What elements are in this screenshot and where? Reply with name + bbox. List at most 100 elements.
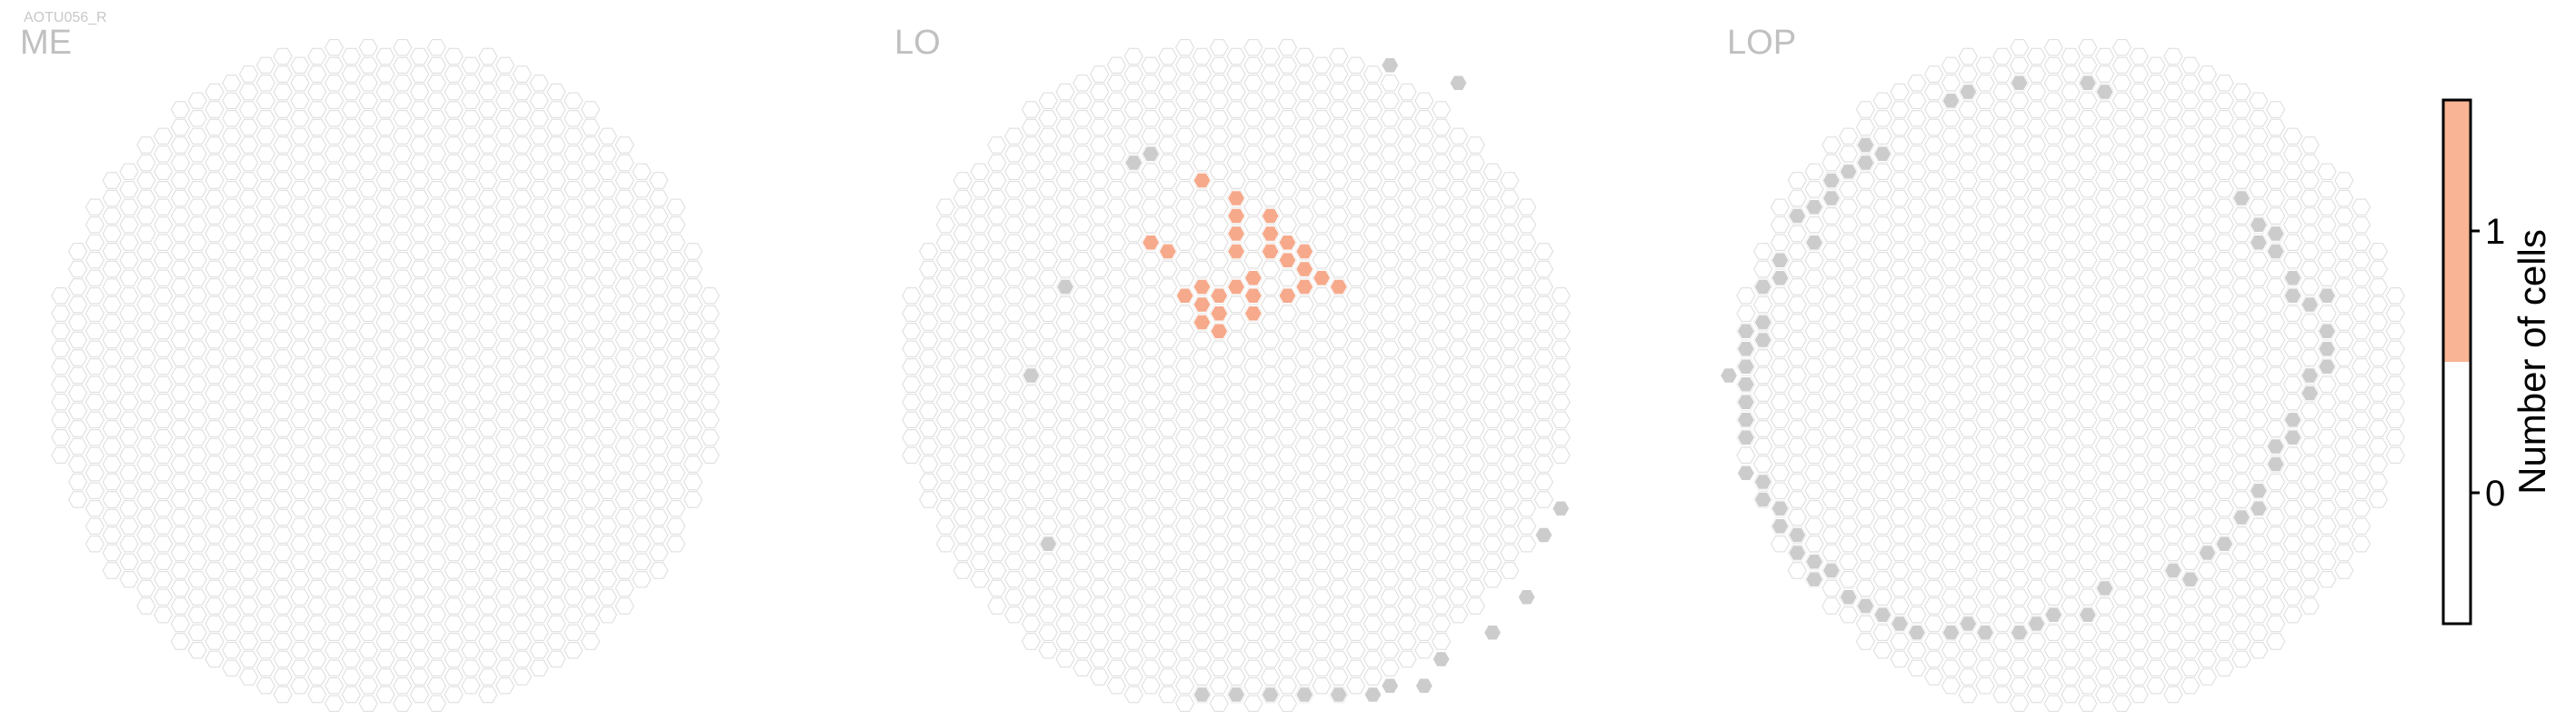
hex-cell (1226, 101, 1246, 118)
hex-cell (581, 243, 601, 260)
hex-cell (1958, 366, 1978, 385)
hex-cell (1533, 491, 1553, 508)
edge-cell (2010, 75, 2029, 91)
hex-cell (1055, 544, 1075, 562)
hex-cell (51, 305, 71, 322)
hex-cell (1380, 465, 1400, 482)
hex-cell (1397, 225, 1417, 243)
hex-cell (2334, 331, 2354, 349)
hex-cell (222, 92, 242, 109)
hex-cell (953, 491, 973, 508)
hex-cell (1465, 402, 1485, 420)
hex-cell (102, 349, 122, 366)
hex-cell (2249, 340, 2269, 357)
hex-cell (1839, 269, 1859, 286)
hex-cell (1243, 411, 1263, 428)
hex-cell (970, 500, 990, 517)
hex-cell (2282, 500, 2302, 517)
hex-cell (187, 411, 207, 428)
hex-cell (2214, 465, 2234, 482)
hex-cell (1855, 633, 1875, 650)
hex-cell (2232, 243, 2252, 260)
hex-cell (444, 402, 464, 420)
hex-cell (2351, 198, 2371, 215)
hex-cell (136, 597, 156, 615)
hex-cell (119, 252, 139, 269)
highlighted-cell (1210, 287, 1229, 304)
hex-cell (358, 500, 378, 517)
hex-cell (1261, 597, 1281, 615)
hex-cell (358, 571, 378, 588)
hex-cell (1073, 642, 1093, 659)
highlighted-cell (1193, 296, 1212, 313)
hex-cell (410, 668, 430, 686)
hex-cell (1123, 278, 1143, 295)
hex-cell (1106, 624, 1126, 641)
hex-cell (1975, 358, 1995, 376)
hex-cell (1551, 340, 1571, 357)
hex-cell (1243, 642, 1263, 659)
hex-cell (902, 376, 922, 393)
hex-cell (1261, 349, 1281, 366)
hex-cell (1517, 234, 1537, 251)
hex-cell (2026, 154, 2046, 172)
hex-cell (1055, 579, 1075, 597)
hex-cell (1277, 553, 1297, 570)
hex-cell (2078, 517, 2098, 535)
hex-cell (273, 402, 293, 420)
hex-cell (2043, 624, 2063, 641)
hex-cell (1277, 92, 1297, 109)
hex-cell (85, 482, 105, 499)
hex-cell (970, 340, 990, 357)
hex-cell (2010, 606, 2030, 624)
edge-cell (1975, 625, 1995, 641)
hex-cell (2300, 172, 2320, 189)
hex-cell (1941, 588, 1961, 606)
hex-cell (1004, 482, 1024, 499)
hex-cell (2163, 402, 2183, 420)
hex-cell (1038, 588, 1058, 606)
hex-cell (1397, 154, 1417, 172)
hex-cell (546, 420, 566, 437)
hex-cell (2232, 136, 2252, 154)
highlighted-cell (1295, 278, 1314, 295)
hex-cell (410, 402, 430, 420)
hex-cell (1106, 677, 1126, 695)
hex-cell (1753, 456, 1773, 473)
hex-cell (2026, 225, 2046, 243)
hex-cell (1123, 349, 1143, 366)
hex-cell (68, 420, 88, 437)
hex-cell (1346, 606, 1366, 624)
hex-cell (2010, 39, 2030, 56)
hex-cell (170, 118, 190, 136)
hex-cell (564, 588, 584, 606)
hex-cell (1312, 305, 1332, 322)
hex-cell (495, 305, 515, 322)
hex-cell (1975, 429, 1995, 446)
hex-cell (935, 482, 955, 499)
hex-cell (2095, 278, 2115, 295)
hex-cell (1294, 437, 1314, 456)
hex-cell (205, 526, 225, 544)
hex-cell (1924, 597, 1944, 615)
hex-cell (290, 198, 310, 215)
hex-cell (987, 579, 1007, 597)
hex-cell (2181, 429, 2201, 446)
hex-cell (2232, 295, 2252, 314)
hex-cell (222, 234, 242, 251)
hex-cell (102, 385, 122, 402)
hex-cell (1855, 349, 1875, 366)
hex-cell (2266, 154, 2286, 172)
hex-cell (2112, 110, 2132, 127)
hex-cell (683, 437, 703, 456)
hex-cell (1038, 624, 1058, 641)
hex-cell (2112, 181, 2132, 198)
hex-cell (2181, 75, 2201, 92)
edge-cell (2317, 323, 2337, 339)
hex-cell (2043, 677, 2063, 695)
hex-cell (307, 491, 327, 508)
hex-cell (1380, 269, 1400, 286)
hex-cell (1141, 624, 1161, 641)
hex-cell (1226, 526, 1246, 544)
hex-cell (2163, 65, 2183, 83)
